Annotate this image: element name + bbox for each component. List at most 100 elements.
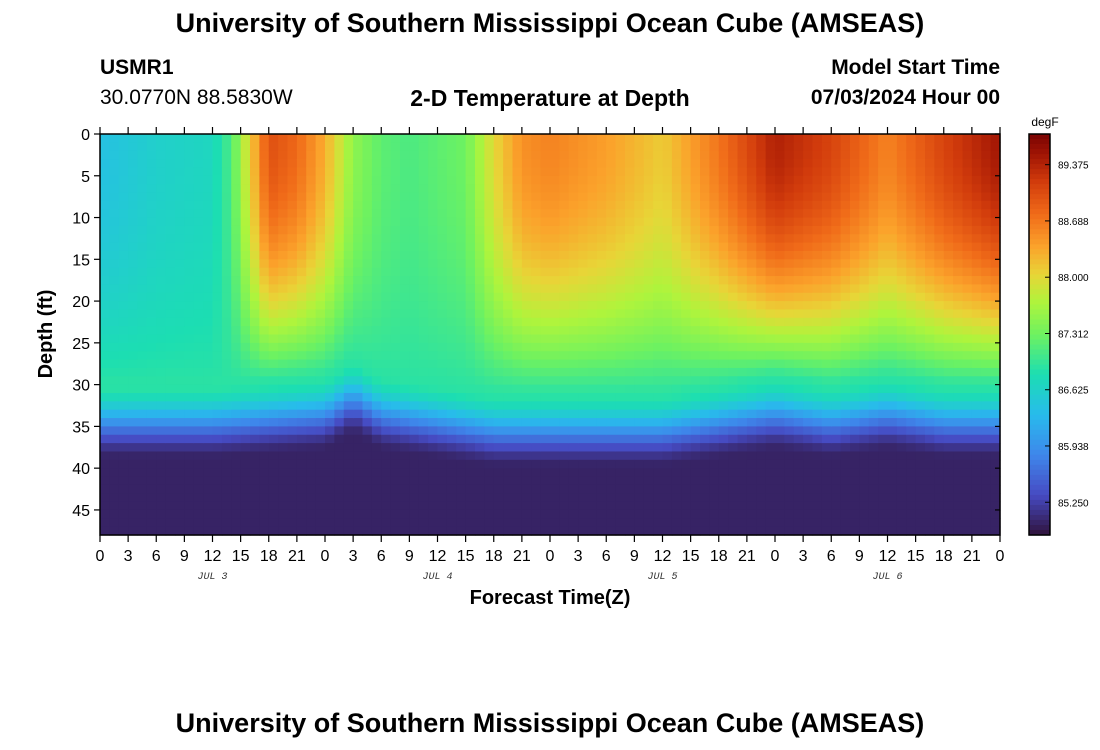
heatmap-cell xyxy=(859,192,870,202)
heatmap-cell xyxy=(700,409,710,419)
heatmap-cell xyxy=(240,225,251,235)
heatmap-cell xyxy=(971,142,982,152)
heatmap-cell xyxy=(915,367,926,377)
heatmap-cell xyxy=(343,259,354,269)
heatmap-cell xyxy=(146,242,157,252)
colorbar-segment xyxy=(1029,234,1050,240)
heatmap-cell xyxy=(981,476,992,486)
heatmap-cell xyxy=(418,459,429,469)
heatmap-cell xyxy=(981,342,992,352)
heatmap-cell xyxy=(540,267,551,277)
heatmap-cell xyxy=(465,225,476,235)
heatmap-cell xyxy=(878,234,889,244)
heatmap-cell xyxy=(362,292,373,302)
heatmap-cell xyxy=(746,476,757,486)
heatmap-cell xyxy=(296,250,307,260)
heatmap-cell xyxy=(418,284,429,294)
heatmap-cell xyxy=(915,259,926,269)
heatmap-cell xyxy=(934,459,945,469)
heatmap-cell xyxy=(418,509,429,519)
heatmap-cell xyxy=(259,142,270,152)
heatmap-cell xyxy=(465,292,476,302)
heatmap-cell xyxy=(784,242,795,252)
heatmap-cell xyxy=(859,301,870,311)
heatmap-cell xyxy=(540,259,551,269)
heatmap-cell xyxy=(700,426,710,436)
heatmap-cell xyxy=(287,209,298,219)
heatmap-cell xyxy=(343,250,354,260)
heatmap-cell xyxy=(634,351,645,361)
heatmap-cell xyxy=(606,175,617,185)
x-tick-label: 0 xyxy=(771,548,780,565)
heatmap-cell xyxy=(184,259,195,269)
heatmap-cell xyxy=(493,359,504,369)
heatmap-cell xyxy=(100,451,110,461)
heatmap-cell xyxy=(943,426,954,436)
heatmap-cell xyxy=(381,468,392,478)
heatmap-cell xyxy=(643,309,654,319)
heatmap-cell xyxy=(625,175,635,185)
heatmap-cell xyxy=(137,367,148,377)
heatmap-cell xyxy=(821,134,832,143)
y-tick-label: 40 xyxy=(72,461,90,478)
heatmap-cell xyxy=(400,134,410,143)
heatmap-cell xyxy=(625,401,635,411)
heatmap-cell xyxy=(100,351,110,361)
heatmap-cell xyxy=(231,309,242,319)
heatmap-cell xyxy=(390,351,401,361)
heatmap-cell xyxy=(484,250,495,260)
heatmap-cell xyxy=(943,134,954,143)
heatmap-cell xyxy=(737,443,748,453)
heatmap-cell xyxy=(371,468,382,478)
heatmap-cell xyxy=(671,401,682,411)
heatmap-cell xyxy=(990,518,1001,528)
heatmap-cell xyxy=(718,175,729,185)
heatmap-cell xyxy=(212,284,223,294)
heatmap-cell xyxy=(981,192,992,202)
heatmap-cell xyxy=(587,468,598,478)
heatmap-cell xyxy=(803,359,814,369)
heatmap-cell xyxy=(765,351,776,361)
heatmap-cell xyxy=(671,409,682,419)
heatmap-cell xyxy=(775,242,785,252)
heatmap-cell xyxy=(540,351,551,361)
heatmap-cell xyxy=(690,451,701,461)
heatmap-cell xyxy=(681,242,692,252)
heatmap-cell xyxy=(821,159,832,169)
heatmap-cell xyxy=(990,301,1001,311)
heatmap-cell xyxy=(306,493,317,503)
heatmap-cell xyxy=(118,392,129,402)
heatmap-cell xyxy=(718,501,729,511)
heatmap-cell xyxy=(559,234,570,244)
heatmap-cell xyxy=(128,501,139,511)
heatmap-cell xyxy=(418,418,429,427)
heatmap-cell xyxy=(971,493,982,503)
heatmap-cell xyxy=(184,250,195,260)
heatmap-cell xyxy=(465,159,476,169)
heatmap-cell xyxy=(643,468,654,478)
heatmap-cell xyxy=(231,451,242,461)
heatmap-cell xyxy=(531,234,542,244)
heatmap-cell xyxy=(718,451,729,461)
heatmap-cell xyxy=(137,301,148,311)
heatmap-cell xyxy=(784,359,795,369)
heatmap-cell xyxy=(259,367,270,377)
heatmap-cell xyxy=(925,242,935,252)
heatmap-cell xyxy=(128,217,139,227)
heatmap-cell xyxy=(325,509,335,519)
heatmap-cell xyxy=(953,250,964,260)
heatmap-cell xyxy=(587,434,598,444)
heatmap-cell xyxy=(221,334,232,344)
heatmap-cell xyxy=(334,484,345,494)
heatmap-cell xyxy=(268,342,279,352)
heatmap-cell xyxy=(540,359,551,369)
heatmap-cell xyxy=(296,217,307,227)
heatmap-cell xyxy=(662,334,673,344)
heatmap-cell xyxy=(531,351,542,361)
heatmap-cell xyxy=(634,242,645,252)
heatmap-cell xyxy=(203,200,214,210)
heatmap-cell xyxy=(971,351,982,361)
heatmap-cell xyxy=(353,284,364,294)
heatmap-cell xyxy=(315,342,326,352)
heatmap-cell xyxy=(690,267,701,277)
